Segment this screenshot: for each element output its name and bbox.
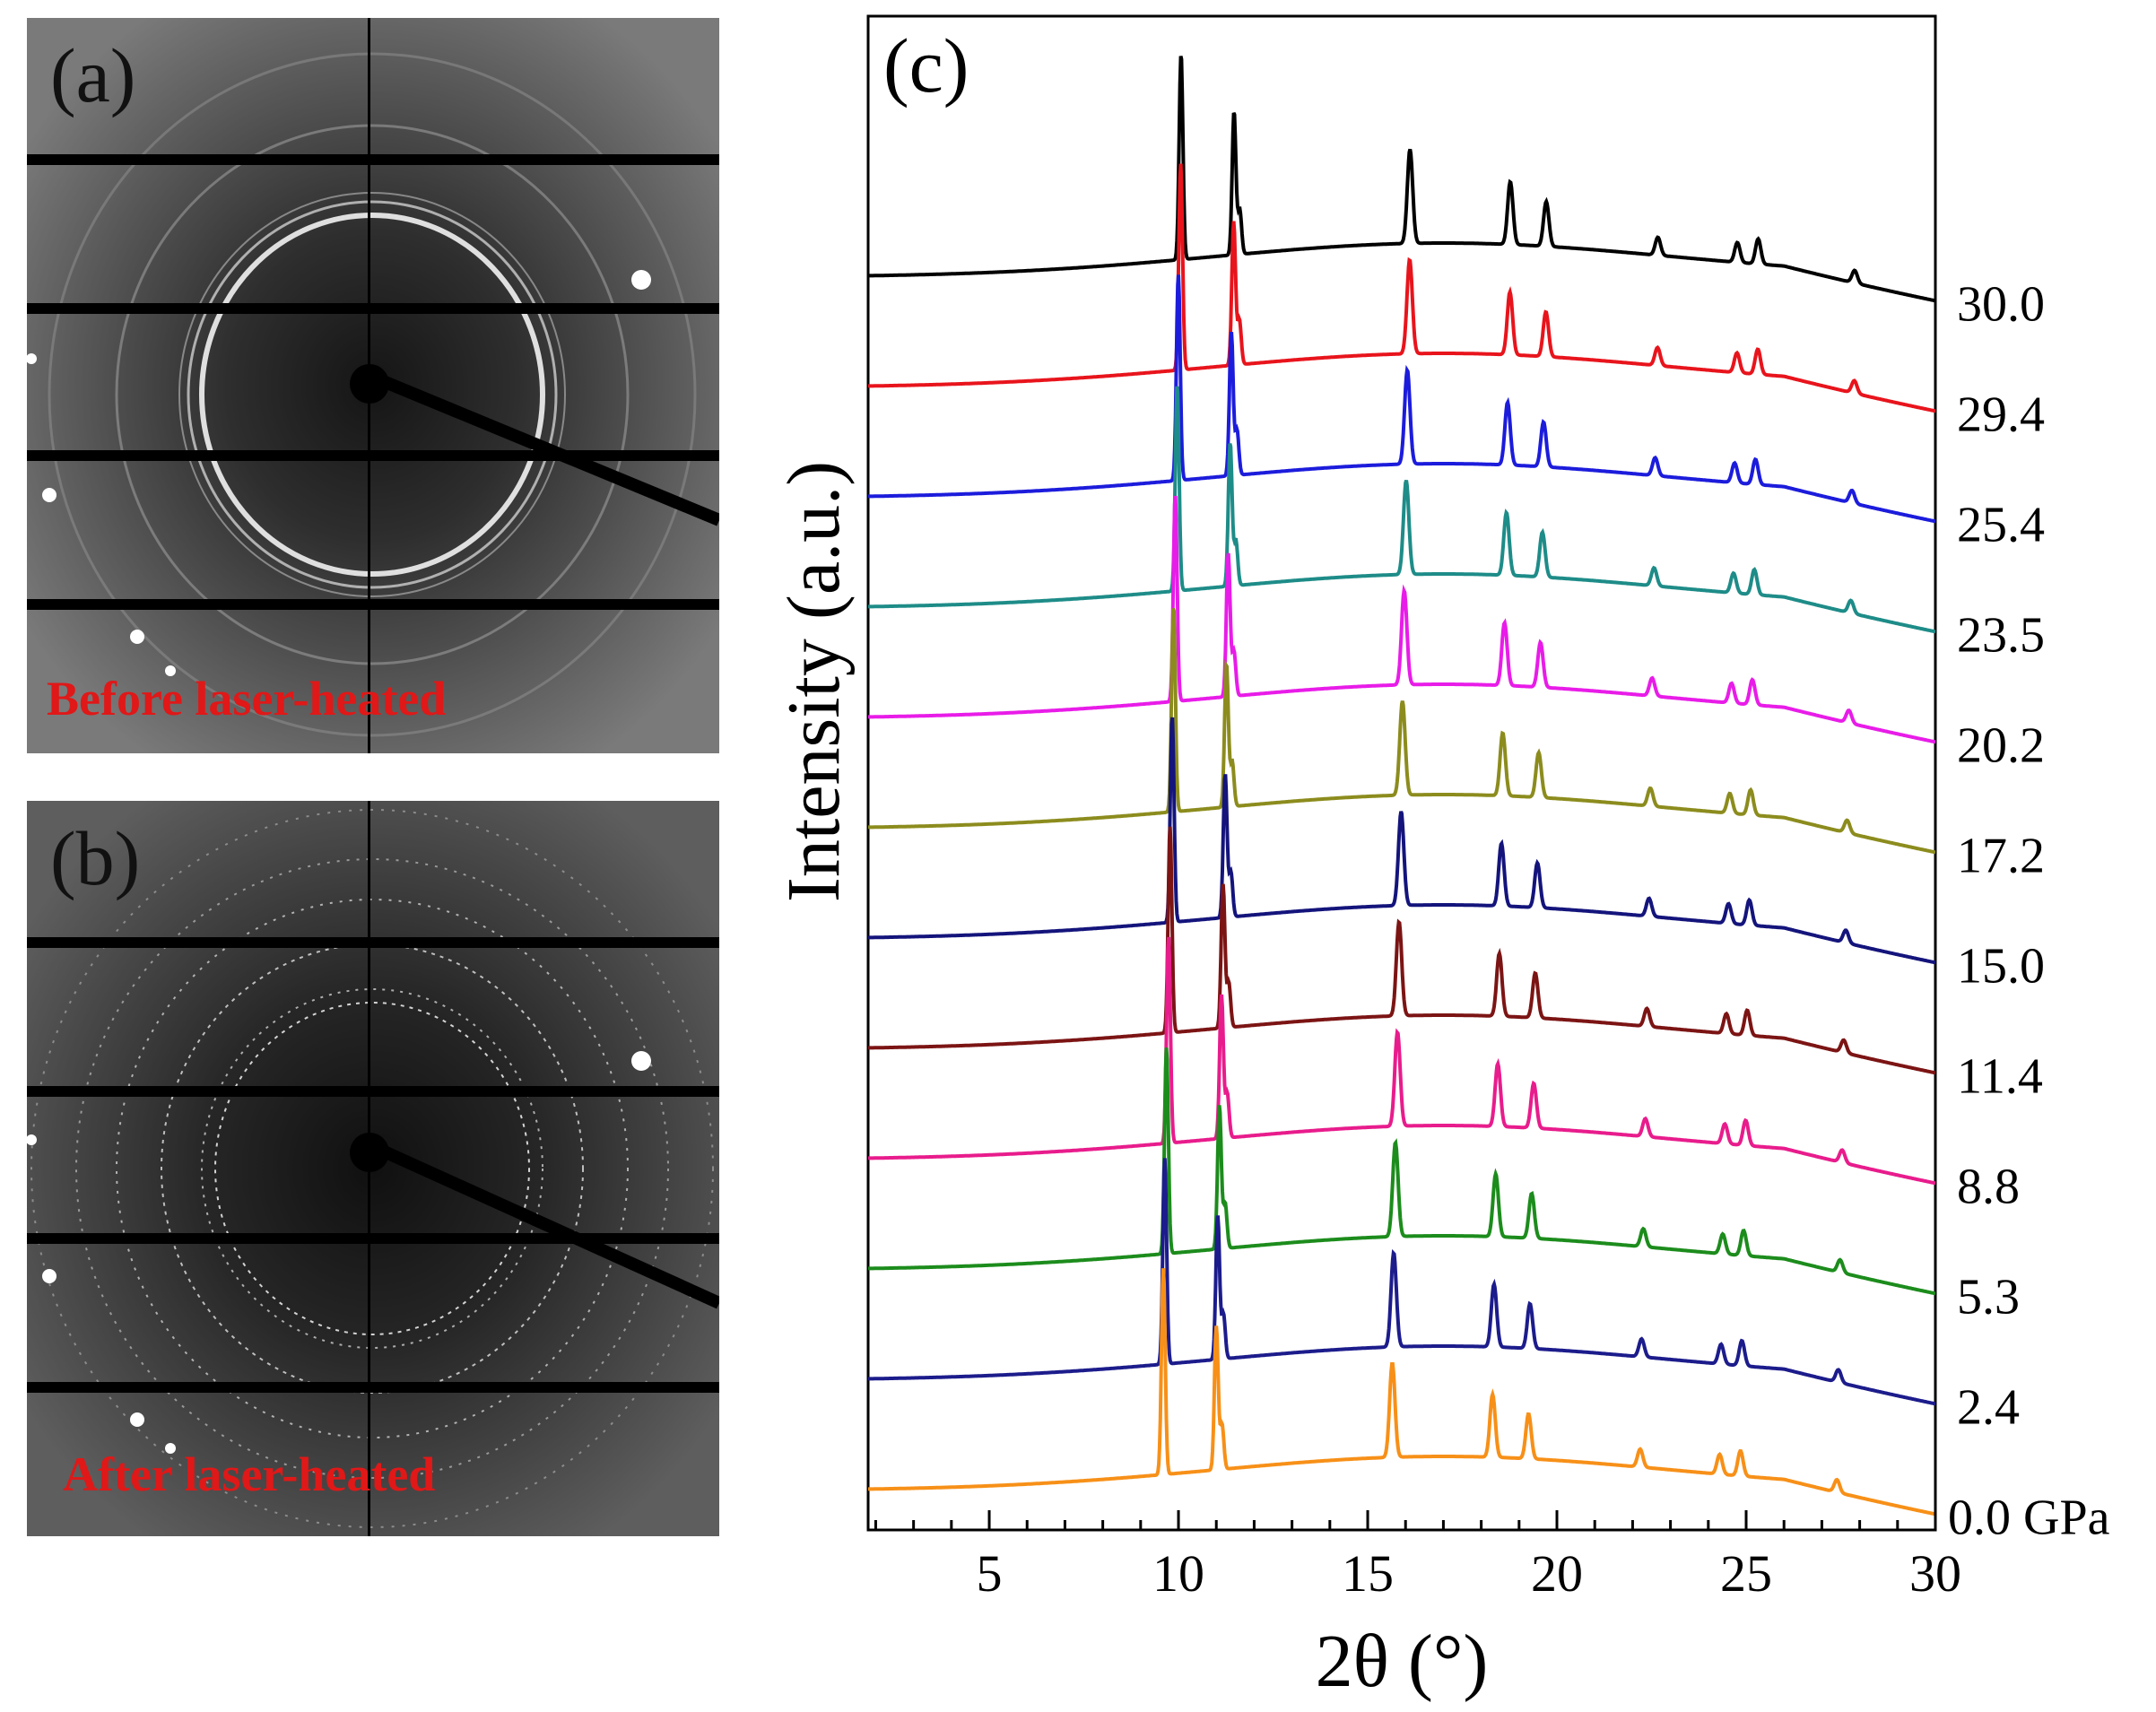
pressure-label: 5.3	[1957, 1269, 2020, 1325]
series-line-23.5	[868, 386, 1936, 634]
diffraction-image-after: (b) After laser-heated	[27, 801, 719, 1536]
x-tick-label: 10	[1152, 1544, 1204, 1603]
series-line-5.3	[868, 1047, 1936, 1296]
pressure-label: 2.4	[1957, 1379, 2020, 1435]
x-axis-ticks: 5 10 15 20 25 30	[874, 1510, 1961, 1603]
chart-panel-label: (c)	[883, 22, 969, 109]
plot-frame	[866, 14, 1937, 1532]
pressure-label: 8.8	[1957, 1159, 2020, 1214]
series-line-17.2	[868, 607, 1936, 855]
pressure-label: 17.2	[1957, 828, 2045, 883]
pressure-label: 29.4	[1957, 387, 2045, 442]
pressure-label: 0.0 GPa	[1948, 1490, 2110, 1545]
diffraction-pattern-after	[27, 801, 719, 1536]
series-line-30.0	[868, 56, 1936, 303]
x-tick-label: 25	[1720, 1544, 1772, 1603]
panel-a-label: (a)	[50, 32, 136, 118]
pressure-label: 30.0	[1957, 276, 2045, 332]
x-axis-label: 2θ (°)	[1316, 1620, 1489, 1703]
pressure-label: 25.4	[1957, 497, 2045, 552]
panel-a-caption: Before laser-heated	[47, 672, 447, 726]
x-tick-label: 15	[1342, 1544, 1394, 1603]
series-line-2.4	[868, 1158, 1936, 1406]
pressure-labels: 30.0 29.4 25.4 23.5 20.2 17.2 15.0 11.4 8.8 5.3 2.…	[1948, 276, 2110, 1545]
series-layer	[868, 56, 1936, 1516]
diffraction-image-before: (a) Before laser-heated	[27, 18, 719, 753]
series-line-20.2	[868, 495, 1936, 744]
pressure-label: 20.2	[1957, 717, 2045, 773]
series-line-25.4	[868, 274, 1936, 524]
panel-b-caption: After laser-heated	[63, 1447, 436, 1501]
diffraction-pattern-before	[27, 18, 719, 753]
series-line-0.0	[868, 1268, 1936, 1516]
pressure-label: 11.4	[1957, 1048, 2043, 1104]
x-tick-label: 5	[977, 1544, 1003, 1603]
x-tick-label: 20	[1531, 1544, 1583, 1603]
pressure-label: 15.0	[1957, 938, 2045, 994]
pressure-label: 23.5	[1957, 607, 2045, 663]
series-line-15.0	[868, 717, 1936, 965]
y-axis-label: Intensity (a.u.)	[772, 461, 856, 902]
series-line-8.8	[868, 936, 1936, 1186]
series-line-29.4	[868, 163, 1936, 413]
x-tick-label: 30	[1909, 1544, 1961, 1603]
panel-b-label: (b)	[50, 815, 141, 901]
series-line-11.4	[868, 826, 1936, 1075]
